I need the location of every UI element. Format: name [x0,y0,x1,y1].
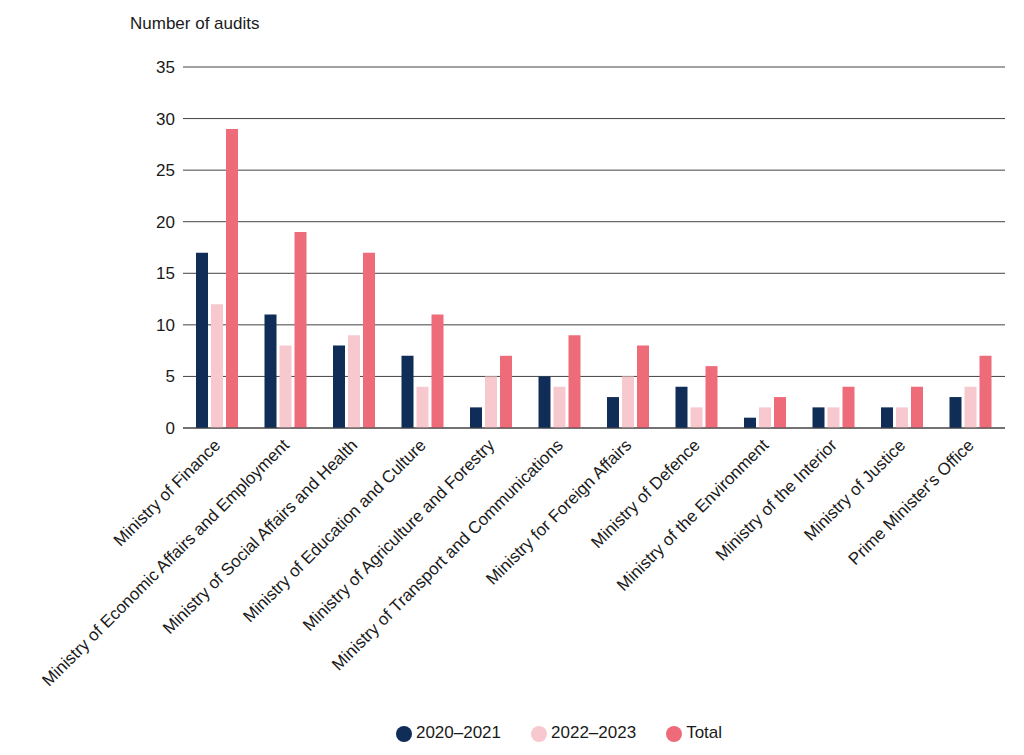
html-text:Number of audits: Number of audits [130,14,260,33]
svg-text:30: 30 [156,110,175,129]
svg-text:Ministry of Social Affairs and: Ministry of Social Affairs and Health [159,435,362,638]
svg-text:0: 0 [166,419,175,438]
svg-text:Ministry of Finance: Ministry of Finance [110,435,225,550]
svg-text:Ministry of Education and Cult: Ministry of Education and Culture [239,435,430,627]
svg-text:Ministry of Justice: Ministry of Justice [800,435,910,545]
svg-text:25: 25 [156,161,175,180]
svg-text:15: 15 [156,264,175,283]
svg-text:5: 5 [166,367,175,386]
svg-text:Ministry of Defence: Ministry of Defence [587,435,704,552]
svg-text:10: 10 [156,316,175,335]
svg-text:Ministry of the Environment: Ministry of the Environment [613,435,773,595]
html-text:2022–2023: 2022–2023 [551,723,637,742]
svg-text:20: 20 [156,213,175,232]
html-text:Total: Total [686,723,722,742]
svg-text:Ministry of Economic Affairs a: Ministry of Economic Affairs and Employm… [38,435,293,690]
svg-text:Ministry of the Interior: Ministry of the Interior [712,435,841,564]
html-text:2020–2021: 2020–2021 [415,723,501,742]
svg-text:Ministry for Foreign Affairs: Ministry for Foreign Affairs [482,436,635,589]
svg-text:35: 35 [156,58,175,77]
svg-text:Prime Minister's Office: Prime Minister's Office [845,436,978,569]
svg-text:Ministry of Transport and Comm: Ministry of Transport and Communications [328,436,567,675]
svg-text:Ministry of Agriculture and Fo: Ministry of Agriculture and Forestry [299,435,499,635]
